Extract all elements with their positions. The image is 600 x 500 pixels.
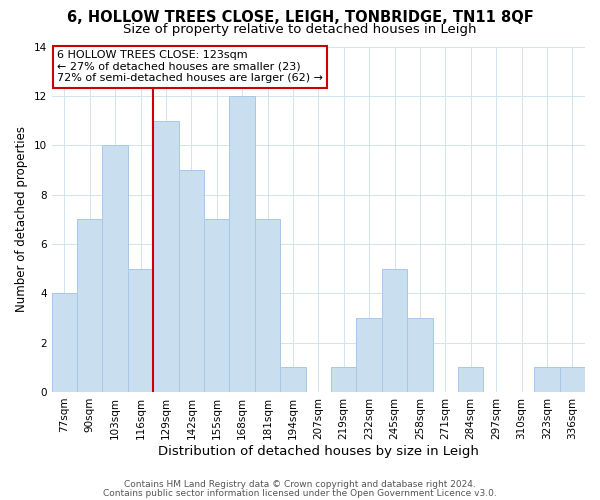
X-axis label: Distribution of detached houses by size in Leigh: Distribution of detached houses by size … [158,444,479,458]
Bar [179,170,204,392]
Bar [458,368,484,392]
Bar [153,120,179,392]
Bar [407,318,433,392]
Bar [204,219,229,392]
Bar [382,268,407,392]
Text: 6 HOLLOW TREES CLOSE: 123sqm
← 27% of detached houses are smaller (23)
72% of se: 6 HOLLOW TREES CLOSE: 123sqm ← 27% of de… [57,50,323,83]
Text: 6, HOLLOW TREES CLOSE, LEIGH, TONBRIDGE, TN11 8QF: 6, HOLLOW TREES CLOSE, LEIGH, TONBRIDGE,… [67,10,533,25]
Text: Contains public sector information licensed under the Open Government Licence v3: Contains public sector information licen… [103,488,497,498]
Y-axis label: Number of detached properties: Number of detached properties [15,126,28,312]
Bar [229,96,255,392]
Bar [331,368,356,392]
Text: Contains HM Land Registry data © Crown copyright and database right 2024.: Contains HM Land Registry data © Crown c… [124,480,476,489]
Bar [128,268,153,392]
Bar [77,219,103,392]
Bar [52,294,77,392]
Bar [356,318,382,392]
Bar [255,219,280,392]
Bar [534,368,560,392]
Text: Size of property relative to detached houses in Leigh: Size of property relative to detached ho… [123,22,477,36]
Bar [280,368,305,392]
Bar [103,145,128,392]
Bar [560,368,585,392]
